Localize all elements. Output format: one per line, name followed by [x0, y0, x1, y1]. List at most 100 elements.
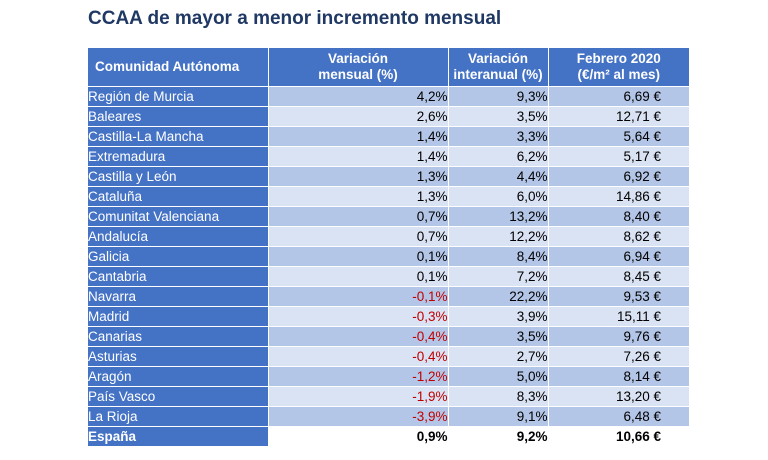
cell-ccaa: Asturias — [88, 346, 268, 367]
cell-variacion-mensual: 1,3% — [267, 166, 448, 187]
total-mensual: 0,9% — [267, 426, 448, 447]
cell-precio: 13,20 € — [547, 386, 689, 407]
header-precio: Febrero 2020 (€/m² al mes) — [547, 48, 689, 87]
cell-ccaa: Cantabria — [88, 266, 268, 287]
cell-variacion-interanual: 6,2% — [447, 146, 548, 167]
table-row: Región de Murcia 4,2% 9,3% 6,69 € — [88, 86, 689, 107]
ccaa-table: Comunidad Autónoma Variación mensual (%)… — [88, 48, 689, 447]
cell-variacion-mensual: -0,3% — [267, 306, 448, 327]
table-row: Baleares 2,6% 3,5% 12,71 € — [88, 106, 689, 127]
cell-variacion-mensual: 1,4% — [267, 146, 448, 167]
table-total-row: España 0,9% 9,2% 10,66 € — [88, 426, 689, 447]
cell-variacion-mensual: 0,7% — [267, 226, 448, 247]
cell-variacion-interanual: 3,3% — [447, 126, 548, 147]
cell-precio: 8,45 € — [547, 266, 689, 287]
total-precio: 10,66 € — [547, 426, 689, 447]
cell-variacion-mensual: 0,1% — [267, 246, 448, 267]
table-row: Galicia 0,1% 8,4% 6,94 € — [88, 246, 689, 267]
table-row: País Vasco -1,9% 8,3% 13,20 € — [88, 386, 689, 407]
cell-variacion-interanual: 9,1% — [447, 406, 548, 427]
cell-variacion-interanual: 3,9% — [447, 306, 548, 327]
cell-ccaa: Castilla y León — [88, 166, 268, 187]
cell-variacion-mensual: -3,9% — [267, 406, 448, 427]
cell-precio: 8,14 € — [547, 366, 689, 387]
header-precio-line2: (€/m² al mes) — [577, 67, 661, 82]
table-header-row: Comunidad Autónoma Variación mensual (%)… — [88, 48, 689, 87]
cell-variacion-mensual: -0,4% — [267, 326, 448, 347]
table-row: Castilla-La Mancha 1,4% 3,3% 5,64 € — [88, 126, 689, 147]
cell-precio: 8,40 € — [547, 206, 689, 227]
cell-variacion-interanual: 3,5% — [447, 106, 548, 127]
cell-precio: 15,11 € — [547, 306, 689, 327]
cell-precio: 14,86 € — [547, 186, 689, 207]
header-variacion-mensual: Variación mensual (%) — [267, 48, 448, 87]
cell-ccaa: Madrid — [88, 306, 268, 327]
cell-variacion-interanual: 6,0% — [447, 186, 548, 207]
total-ccaa: España — [88, 426, 268, 447]
header-variacion-mensual-line1: Variación — [327, 51, 389, 66]
header-precio-line1: Febrero 2020 — [576, 51, 661, 66]
cell-variacion-mensual: 0,7% — [267, 206, 448, 227]
cell-variacion-interanual: 9,3% — [447, 86, 548, 107]
cell-precio: 6,94 € — [547, 246, 689, 267]
cell-precio: 9,53 € — [547, 286, 689, 307]
cell-variacion-interanual: 2,7% — [447, 346, 548, 367]
cell-variacion-mensual: 1,3% — [267, 186, 448, 207]
cell-variacion-interanual: 4,4% — [447, 166, 548, 187]
table-row: Comunitat Valenciana 0,7% 13,2% 8,40 € — [88, 206, 689, 227]
cell-variacion-interanual: 8,4% — [447, 246, 548, 267]
cell-variacion-mensual: 0,1% — [267, 266, 448, 287]
table-row: Aragón -1,2% 5,0% 8,14 € — [88, 366, 689, 387]
cell-precio: 12,71 € — [547, 106, 689, 127]
table-row: Cantabria 0,1% 7,2% 8,45 € — [88, 266, 689, 287]
cell-ccaa: Comunitat Valenciana — [88, 206, 268, 227]
table-row: La Rioja -3,9% 9,1% 6,48 € — [88, 406, 689, 427]
cell-ccaa: Galicia — [88, 246, 268, 267]
table-row: Asturias -0,4% 2,7% 7,26 € — [88, 346, 689, 367]
cell-precio: 9,76 € — [547, 326, 689, 347]
cell-variacion-mensual: 2,6% — [267, 106, 448, 127]
cell-variacion-interanual: 8,3% — [447, 386, 548, 407]
cell-variacion-mensual: -0,4% — [267, 346, 448, 367]
header-variacion-interanual-line1: Variación — [467, 51, 529, 66]
cell-precio: 7,26 € — [547, 346, 689, 367]
header-variacion-interanual: Variación interanual (%) — [447, 48, 548, 87]
cell-ccaa: Castilla-La Mancha — [88, 126, 268, 147]
cell-variacion-interanual: 3,5% — [447, 326, 548, 347]
header-variacion-mensual-line2: mensual (%) — [318, 67, 398, 82]
cell-ccaa: La Rioja — [88, 406, 268, 427]
table-row: Extremadura 1,4% 6,2% 5,17 € — [88, 146, 689, 167]
cell-ccaa: Andalucía — [88, 226, 268, 247]
cell-variacion-mensual: 1,4% — [267, 126, 448, 147]
cell-variacion-mensual: -1,2% — [267, 366, 448, 387]
cell-ccaa: Región de Murcia — [88, 86, 268, 107]
cell-variacion-interanual: 5,0% — [447, 366, 548, 387]
cell-precio: 6,92 € — [547, 166, 689, 187]
cell-ccaa: Extremadura — [88, 146, 268, 167]
cell-variacion-interanual: 12,2% — [447, 226, 548, 247]
cell-variacion-mensual: 4,2% — [267, 86, 448, 107]
cell-ccaa: Canarias — [88, 326, 268, 347]
table-row: Canarias -0,4% 3,5% 9,76 € — [88, 326, 689, 347]
cell-variacion-mensual: -1,9% — [267, 386, 448, 407]
cell-precio: 5,17 € — [547, 146, 689, 167]
cell-precio: 6,69 € — [547, 86, 689, 107]
cell-variacion-mensual: -0,1% — [267, 286, 448, 307]
table-row: Madrid -0,3% 3,9% 15,11 € — [88, 306, 689, 327]
table-body: Región de Murcia 4,2% 9,3% 6,69 € Baleares 2,… — [88, 86, 689, 427]
cell-ccaa: Baleares — [88, 106, 268, 127]
cell-variacion-interanual: 13,2% — [447, 206, 548, 227]
table-row: Navarra -0,1% 22,2% 9,53 € — [88, 286, 689, 307]
cell-variacion-interanual: 7,2% — [447, 266, 548, 287]
cell-precio: 5,64 € — [547, 126, 689, 147]
cell-ccaa: Aragón — [88, 366, 268, 387]
cell-ccaa: Navarra — [88, 286, 268, 307]
cell-precio: 8,62 € — [547, 226, 689, 247]
table-row: Castilla y León 1,3% 4,4% 6,92 € — [88, 166, 689, 187]
cell-ccaa: Cataluña — [88, 186, 268, 207]
cell-precio: 6,48 € — [547, 406, 689, 427]
table-row: Cataluña 1,3% 6,0% 14,86 € — [88, 186, 689, 207]
cell-variacion-interanual: 22,2% — [447, 286, 548, 307]
header-variacion-interanual-line2: interanual (%) — [453, 67, 543, 82]
table-row: Andalucía 0,7% 12,2% 8,62 € — [88, 226, 689, 247]
